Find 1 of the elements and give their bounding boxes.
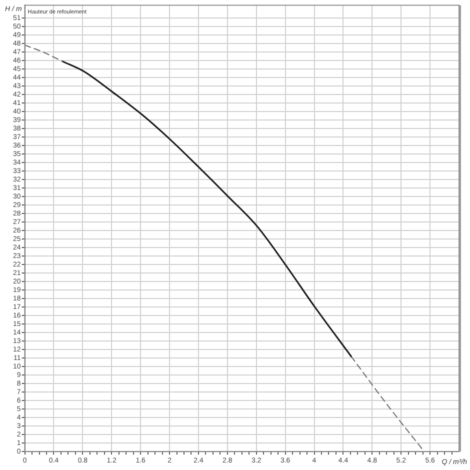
line-series [62, 60, 352, 358]
